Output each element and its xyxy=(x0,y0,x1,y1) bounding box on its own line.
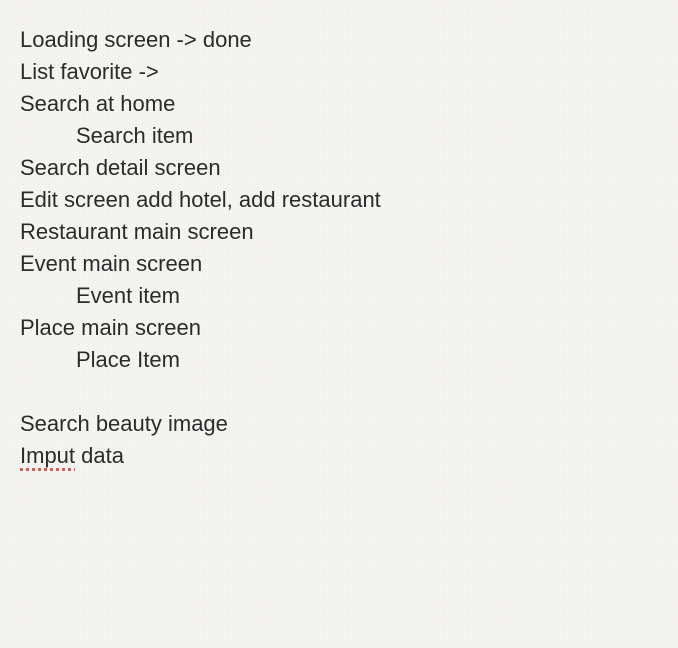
note-blank-line xyxy=(20,376,660,408)
note-line-last: Imput data xyxy=(20,440,660,472)
note-line: Search beauty image xyxy=(20,411,228,436)
note-line: Search at home xyxy=(20,91,176,116)
note-line-indented: Place Item xyxy=(76,347,180,372)
note-body[interactable]: Loading screen -> done List favorite -> … xyxy=(20,24,660,472)
note-line: Place main screen xyxy=(20,315,201,340)
note-line-indented: Search item xyxy=(76,123,194,148)
note-line: Restaurant main screen xyxy=(20,219,254,244)
note-line: List favorite -> xyxy=(20,59,159,84)
note-line: Search detail screen xyxy=(20,155,221,180)
note-line: Edit screen add hotel, add restaurant xyxy=(20,187,381,212)
note-line-rest: data xyxy=(75,443,124,468)
note-line: Event main screen xyxy=(20,251,203,276)
note-line: Loading screen -> done xyxy=(20,27,252,52)
misspelled-word[interactable]: Imput xyxy=(20,443,76,468)
note-line-indented: Event item xyxy=(76,283,180,308)
